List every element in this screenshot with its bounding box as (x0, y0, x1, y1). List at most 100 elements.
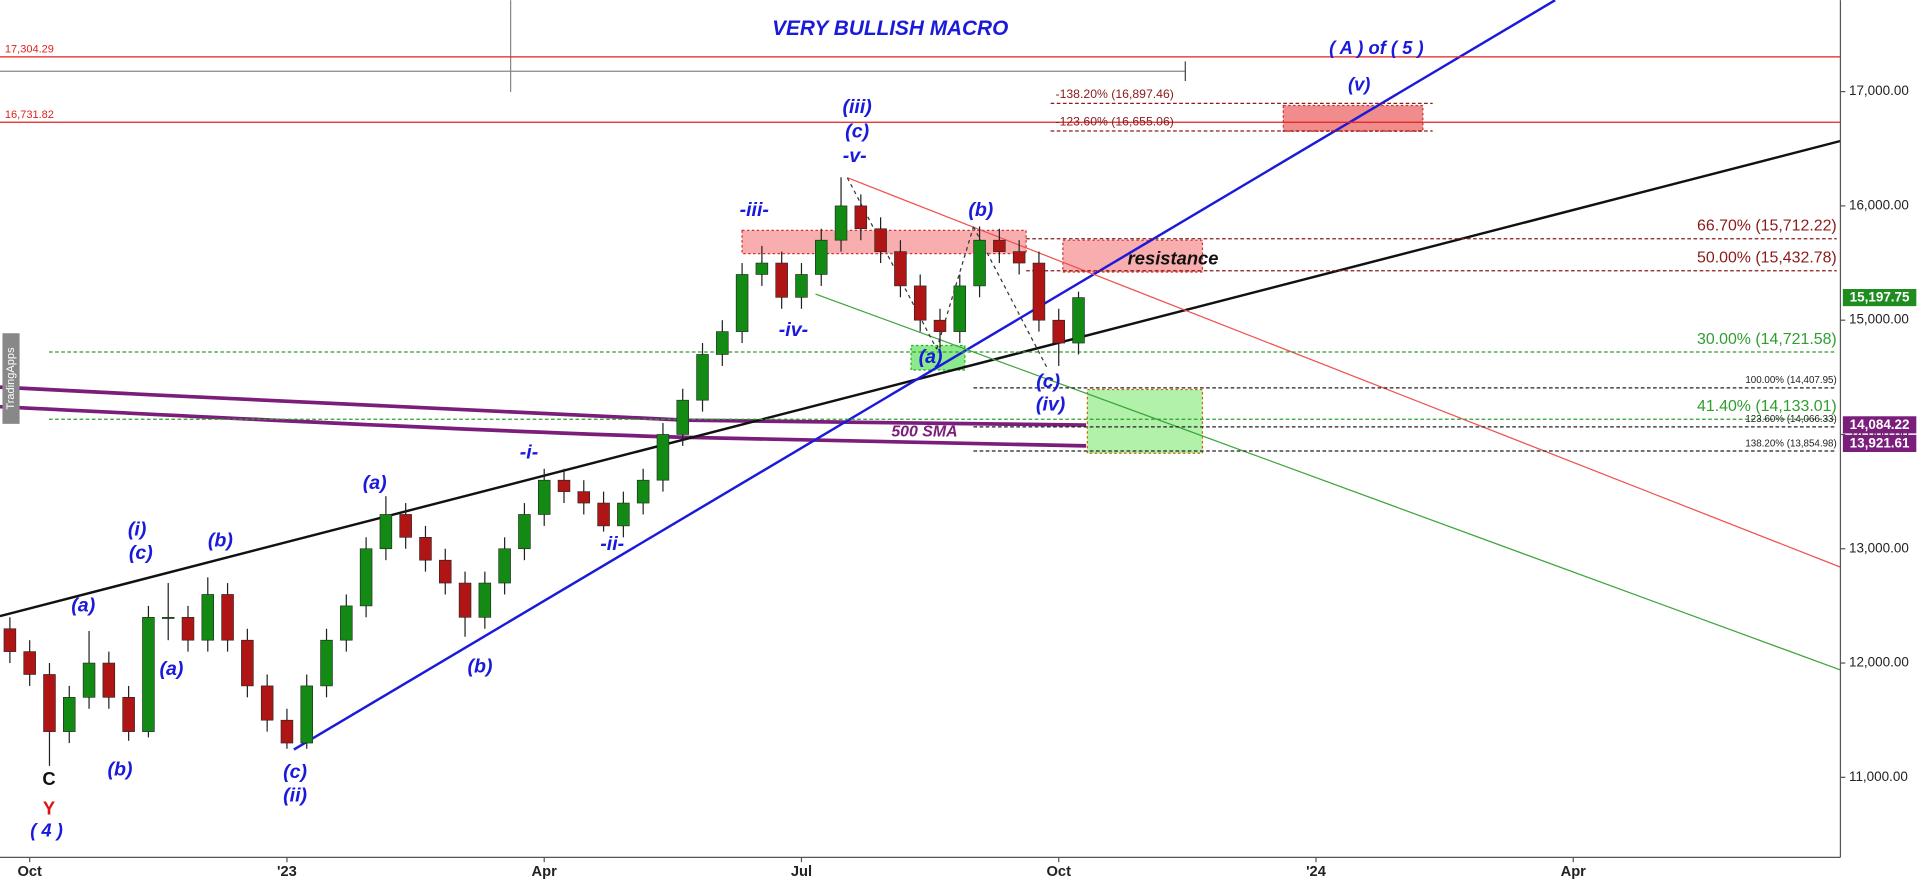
wave-label: (c) (845, 121, 869, 143)
candle-body (359, 548, 373, 607)
drawings (0, 0, 1842, 858)
candle-body (379, 514, 393, 550)
candle-body (775, 262, 788, 298)
wave-label: (a) (71, 594, 95, 616)
support-zone (910, 344, 966, 371)
watermark-box (2, 333, 20, 424)
wave-label: (c) (1036, 370, 1060, 392)
candle-body (636, 479, 650, 504)
support-zone (1086, 388, 1204, 454)
fib-label: 123.60% (14,066.33) (1745, 414, 1836, 425)
fib-label: 41.40% (14,133.01) (1697, 398, 1837, 415)
candle-body (122, 697, 135, 732)
candle-body (656, 434, 670, 481)
candle-body (874, 228, 887, 252)
x-tick-label: Jul (791, 864, 812, 880)
x-tick-label: Apr (1561, 864, 1587, 880)
candle-body (795, 274, 808, 298)
level-label: 17,304.29 (5, 43, 54, 55)
wave-label: -ii- (600, 533, 624, 555)
sma-line (0, 404, 1087, 448)
x-tick-label: Apr (532, 864, 558, 880)
fib-label: -138.20% (16,897.46) (1056, 87, 1174, 101)
candle-body (241, 639, 254, 687)
candle-body (399, 514, 412, 538)
wave-label: (b) (108, 759, 133, 781)
candle-body (181, 617, 195, 641)
candle-body (458, 582, 472, 618)
candle-body (439, 559, 452, 584)
candle-body (102, 662, 116, 698)
candle-body (676, 399, 689, 435)
price-tag-label: 15,197.75 (1850, 290, 1910, 305)
wave-label: (a) (363, 472, 387, 494)
candle-body (973, 239, 986, 287)
candle-body (280, 719, 294, 744)
level-label: 16,731.82 (5, 109, 54, 121)
candle-body (201, 594, 215, 641)
wave-label: ( A ) of ( 5 ) (1329, 37, 1424, 58)
wave-label: (b) (968, 199, 993, 221)
y-tick-label: 15,000.00 (1849, 312, 1909, 327)
x-tick-label: '23 (277, 864, 297, 880)
wave-label: 500 SMA (891, 424, 957, 441)
y-tick-label: 11,000.00 (1849, 769, 1908, 784)
candle-body (82, 662, 96, 698)
candle-body (43, 674, 56, 732)
wave-label: -v- (843, 145, 867, 167)
candle-body (419, 537, 432, 561)
wave-label: (c) (129, 542, 153, 564)
wave-label: (i) (128, 519, 146, 541)
candle-body (498, 548, 511, 584)
candle-body (1052, 319, 1065, 344)
candle-body (716, 331, 729, 355)
price-tag-label: 13,921.61 (1850, 436, 1910, 451)
candle-body (221, 594, 234, 641)
wave-label: (a) (919, 346, 943, 368)
candle-body (300, 685, 313, 744)
candle-body (913, 285, 927, 321)
candle-body (1032, 262, 1046, 321)
watermark: TradingApps (5, 347, 17, 410)
trend-line (815, 293, 1841, 671)
wave-label: -i- (520, 441, 538, 463)
trend-line (293, 0, 1556, 751)
price-tag-label: 14,084.22 (1850, 417, 1910, 432)
candle-body (63, 697, 76, 732)
fib-label: 100.00% (14,407.95) (1745, 375, 1836, 386)
chart-title: VERY BULLISH MACRO (772, 17, 1008, 40)
candle-body (755, 262, 769, 275)
candle-body (557, 479, 571, 492)
candle-body (23, 651, 36, 675)
y-tick-label: 17,000.00 (1849, 83, 1909, 98)
wave-label: (c) (283, 761, 307, 783)
candle-body (933, 319, 947, 332)
fib-label: 138.20% (13,854.98) (1745, 438, 1836, 449)
wave-label: -iii- (740, 199, 769, 221)
candle-body (993, 239, 1006, 252)
target-zone (1282, 104, 1424, 132)
candle-body (696, 354, 709, 401)
wave-label: (iii) (842, 96, 871, 118)
candle-body (142, 617, 155, 732)
fib-label: 30.00% (14,721.58) (1697, 331, 1837, 348)
candle-body (597, 502, 610, 527)
price-tag (1842, 434, 1917, 452)
wave-label: (v) (1348, 74, 1370, 95)
wave-label: (b) (208, 530, 233, 552)
price-tag (1842, 289, 1917, 307)
candle-body (478, 582, 492, 618)
x-tick-label: '24 (1306, 864, 1327, 880)
candle-body (953, 285, 967, 332)
wave-label: (a) (159, 658, 183, 680)
wave-label: (iv) (1036, 394, 1065, 416)
wave-label: ( 4 ) (30, 819, 63, 840)
wave-label: C (42, 768, 55, 789)
wave-label: Y (43, 797, 55, 818)
fib-label: 50.00% (15,432.78) (1697, 250, 1837, 267)
y-tick-label: 13,000.00 (1849, 540, 1909, 555)
candle-body (815, 239, 828, 275)
wave-label: resistance (1128, 248, 1219, 269)
